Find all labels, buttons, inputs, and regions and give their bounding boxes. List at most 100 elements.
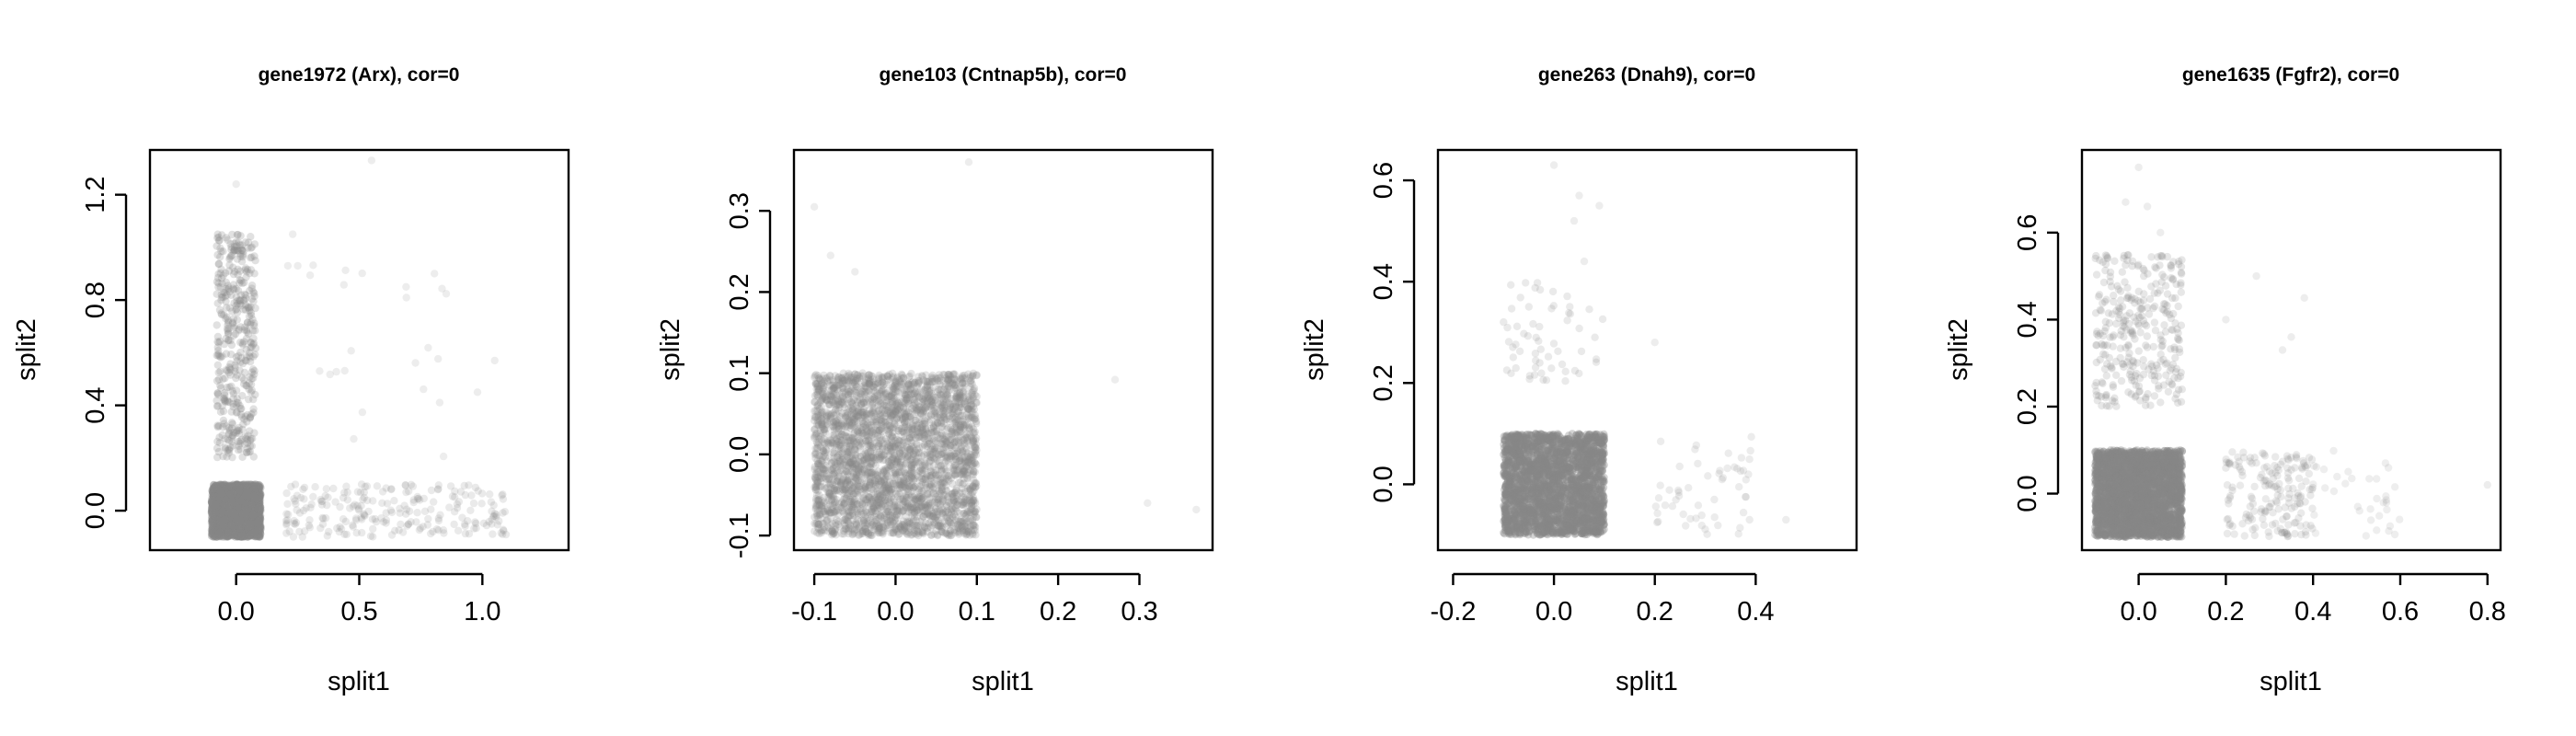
data-point: [473, 388, 482, 397]
data-point: [219, 515, 228, 523]
data-point: [250, 319, 259, 328]
panel-1-y-axis-label: split2: [12, 318, 41, 381]
data-point: [323, 500, 331, 510]
data-point: [209, 498, 217, 507]
data-point: [251, 522, 260, 530]
data-point: [225, 508, 234, 516]
panel-2: -0.1 0.0 0.1 0.2 0.3-0.10.00.10.20.3 gene103…: [656, 64, 1214, 696]
data-point: [322, 485, 330, 493]
data-point: [243, 410, 252, 420]
data-point: [230, 513, 238, 522]
data-point: [232, 495, 240, 503]
y-tick-label: 0.0: [81, 492, 110, 529]
data-point: [245, 303, 253, 311]
data-point: [256, 499, 264, 507]
data-point: [211, 500, 220, 510]
data-point: [235, 296, 244, 305]
data-point: [253, 519, 261, 527]
data-point: [434, 516, 443, 525]
data-point: [219, 490, 227, 499]
data-point: [255, 531, 264, 540]
data-point: [311, 483, 319, 491]
data-point: [243, 328, 251, 336]
data-point: [233, 483, 241, 492]
data-point: [253, 510, 261, 518]
data-point: [208, 516, 216, 524]
data-point: [236, 481, 245, 490]
data-point: [224, 488, 232, 496]
data-point: [209, 489, 217, 497]
data-point: [487, 498, 496, 506]
data-point: [236, 488, 245, 496]
data-point: [464, 517, 472, 525]
data-point: [226, 512, 235, 520]
data-point: [242, 489, 250, 498]
data-point: [234, 489, 242, 497]
data-point: [231, 499, 239, 507]
data-point: [214, 528, 224, 536]
data-point: [244, 515, 252, 523]
data-point: [223, 497, 232, 505]
data-point: [243, 508, 251, 516]
data-point: [469, 499, 478, 508]
data-point: [225, 255, 234, 263]
data-point: [224, 526, 232, 535]
data-point: [309, 492, 317, 501]
data-point: [256, 491, 264, 500]
data-point: [220, 505, 228, 513]
data-point: [227, 489, 236, 498]
data-point: [236, 503, 245, 512]
data-point: [340, 366, 349, 375]
data-point: [221, 519, 229, 528]
data-point: [221, 525, 229, 535]
data-point: [253, 495, 262, 503]
data-point: [236, 514, 244, 523]
data-point: [228, 511, 236, 519]
data-point: [285, 527, 293, 535]
data-point: [358, 528, 366, 537]
data-point: [240, 491, 248, 500]
data-point: [243, 513, 252, 522]
data-point: [413, 495, 422, 503]
data-point: [223, 516, 232, 524]
data-point: [218, 431, 226, 440]
data-point: [214, 504, 223, 512]
data-point: [212, 520, 220, 528]
data-point: [213, 299, 222, 307]
data-point: [247, 525, 255, 535]
data-point: [255, 500, 263, 508]
data-point: [412, 518, 420, 526]
data-point: [212, 484, 220, 492]
data-point: [245, 523, 253, 531]
data-point: [228, 522, 236, 530]
data-point: [251, 489, 260, 499]
data-point: [340, 530, 349, 538]
data-point: [486, 490, 494, 499]
data-point: [210, 524, 218, 533]
data-point: [245, 517, 253, 525]
data-point: [230, 268, 239, 276]
data-point: [350, 434, 358, 443]
data-point: [249, 521, 258, 529]
data-point: [397, 520, 405, 529]
data-point: [224, 368, 234, 377]
data-point: [235, 423, 243, 432]
data-point: [289, 230, 297, 238]
data-point: [215, 533, 224, 541]
data-point: [424, 343, 432, 352]
data-point: [227, 340, 236, 350]
data-point: [325, 527, 333, 536]
data-point: [236, 521, 245, 529]
data-point: [229, 510, 238, 518]
data-point: [231, 507, 239, 515]
data-point: [213, 504, 222, 512]
data-point: [247, 510, 256, 518]
data-point: [341, 266, 350, 274]
data-point: [227, 419, 236, 427]
data-point: [231, 508, 239, 516]
data-point: [213, 422, 222, 431]
data-point: [240, 488, 249, 496]
data-point: [236, 517, 245, 525]
data-point: [247, 480, 255, 489]
data-point: [450, 520, 458, 529]
